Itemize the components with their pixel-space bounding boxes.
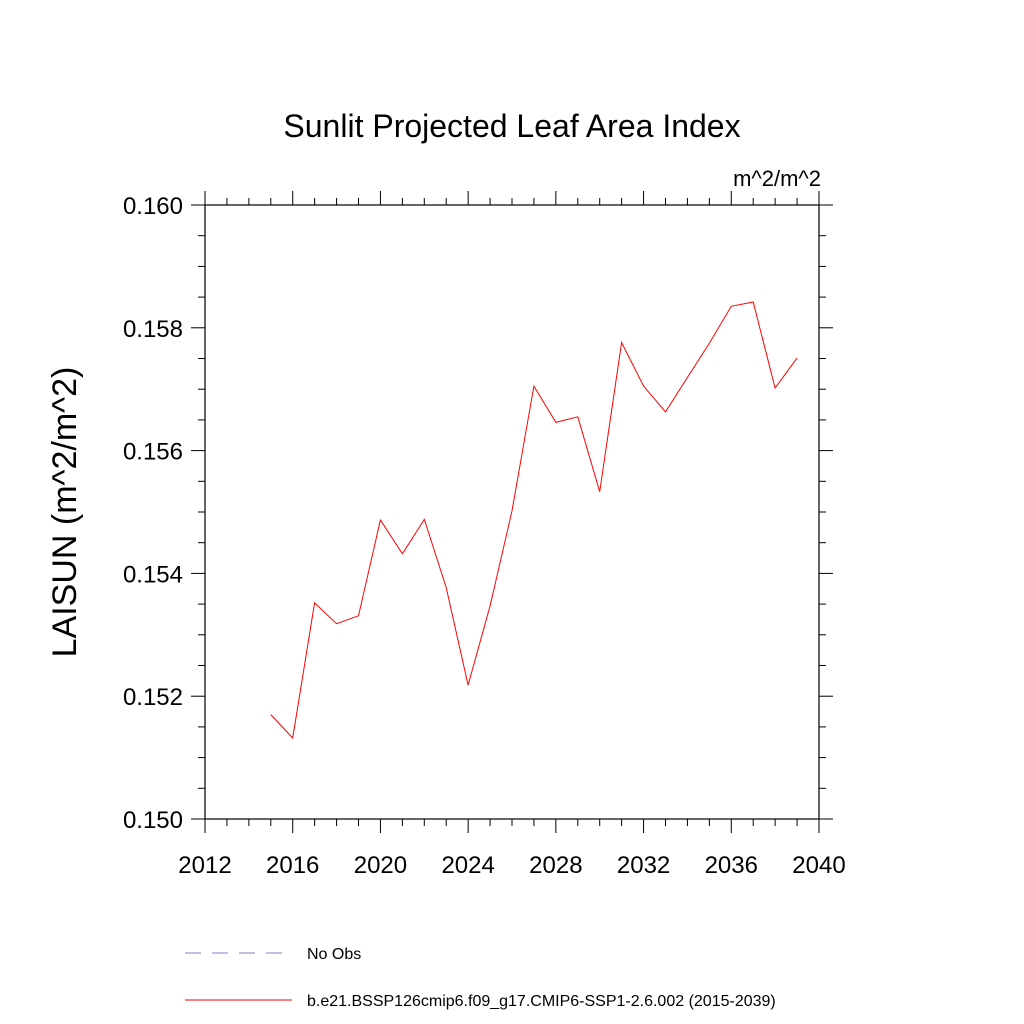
y-tick-label: 0.152	[123, 684, 183, 711]
y-tick-label: 0.160	[123, 193, 183, 220]
x-tick-label: 2012	[178, 852, 231, 879]
axis-tick-labels: 2012 2016 2020 2024 2028 2032 2036 2040 0.150 0.1…	[123, 193, 846, 879]
y-axis-label: LAISUN (m^2/m^2)	[46, 367, 84, 658]
legend-label: b.e21.BSSP126cmip6.f09_g17.CMIP6-SSP1-2.…	[307, 993, 776, 1010]
x-tick-label: 2020	[354, 852, 407, 879]
x-tick-label: 2024	[441, 852, 494, 879]
axis-ticks	[191, 191, 833, 833]
chart-title: Sunlit Projected Leaf Area Index	[283, 108, 740, 144]
y-tick-label: 0.158	[123, 316, 183, 343]
x-tick-label: 2040	[792, 852, 845, 879]
y-tick-label: 0.156	[123, 439, 183, 466]
series-line	[270, 301, 798, 740]
x-tick-label: 2032	[617, 852, 670, 879]
x-tick-label: 2016	[266, 852, 319, 879]
y-tick-label: 0.150	[123, 807, 183, 834]
data-series	[270, 301, 798, 740]
x-tick-label: 2036	[705, 852, 758, 879]
y-tick-label: 0.154	[123, 561, 183, 588]
legend: No Obs b.e21.BSSP126cmip6.f09_g17.CMIP6-S…	[185, 946, 776, 1010]
legend-label: No Obs	[307, 946, 361, 963]
x-tick-label: 2028	[529, 852, 582, 879]
units-label: m^2/m^2	[733, 166, 821, 191]
